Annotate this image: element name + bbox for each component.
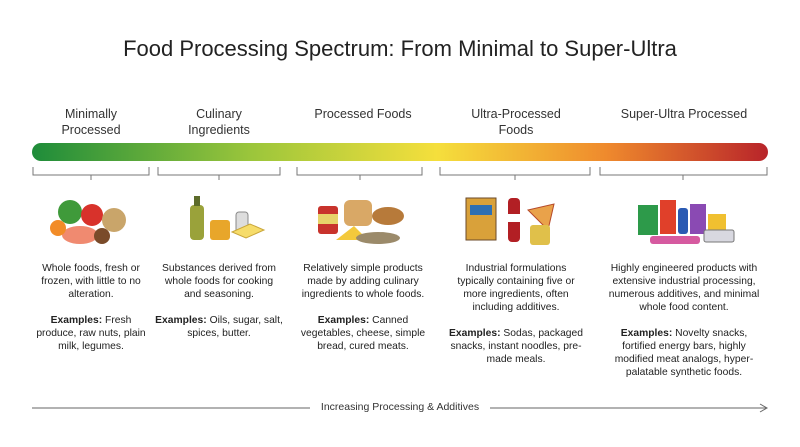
examples-text: Oils, sugar, salt, spices, butter. — [187, 315, 283, 339]
examples-text: Canned vegetables, cheese, simple bread,… — [300, 315, 426, 352]
axis-arrow — [759, 403, 769, 413]
stage-text: Whole foods, fresh or frozen, with littl… — [31, 262, 151, 353]
icon-ingredients — [190, 196, 266, 240]
icon-super-ultra — [638, 200, 735, 244]
stage-examples: Examples: Canned vegetables, cheese, sim… — [293, 314, 433, 353]
examples-text: Novelty snacks, fortified energy bars, h… — [614, 328, 754, 378]
stage-label: Processed Foods — [314, 107, 412, 121]
stage-label: Ultra-Processed Foods — [471, 107, 561, 137]
stage-text: Highly engineered products with extensiv… — [603, 262, 765, 379]
examples-label: Examples: — [620, 328, 673, 339]
examples-label: Examples: — [50, 315, 103, 326]
examples-text: Fresh produce, raw nuts, plain milk, leg… — [36, 315, 146, 352]
stage-text: Substances derived from whole foods for … — [155, 262, 283, 340]
stage-description: Relatively simple products made by addin… — [301, 263, 425, 300]
examples-label: Examples: — [317, 315, 370, 326]
stage-label: Culinary Ingredients — [188, 107, 250, 137]
icon-whole-foods — [50, 200, 126, 244]
stage-label: Super-Ultra Processed — [620, 107, 748, 121]
brackets — [32, 167, 768, 180]
stage-text: Industrial formulations typically contai… — [446, 262, 586, 366]
examples-label: Examples: — [449, 328, 501, 339]
stage-description: Industrial formulations typically contai… — [457, 263, 575, 313]
icon-processed — [318, 200, 404, 244]
stage-description: Highly engineered products with extensiv… — [608, 263, 760, 313]
stage-description: Whole foods, fresh or frozen, with littl… — [41, 263, 141, 300]
stage-text: Relatively simple products made by addin… — [293, 262, 433, 353]
spectrum-bar — [32, 143, 768, 161]
examples-label: Examples: — [155, 315, 207, 326]
examples-text: Sodas, packaged snacks, instant noodles,… — [450, 328, 583, 365]
title: Food Processing Spectrum: From Minimal t… — [123, 36, 677, 61]
stage-examples: Examples: Fresh produce, raw nuts, plain… — [31, 314, 151, 353]
stage-examples: Examples: Novelty snacks, fortified ener… — [603, 327, 765, 379]
stage-description: Substances derived from whole foods for … — [162, 263, 276, 300]
stage-examples: Examples: Sodas, packaged snacks, instan… — [446, 327, 586, 366]
axis-label: Increasing Processing & Additives — [320, 401, 480, 413]
icon-ultra — [465, 197, 555, 245]
stage-examples: Examples: Oils, sugar, salt, spices, but… — [155, 314, 283, 340]
stage-label: Minimally Processed — [61, 107, 121, 137]
